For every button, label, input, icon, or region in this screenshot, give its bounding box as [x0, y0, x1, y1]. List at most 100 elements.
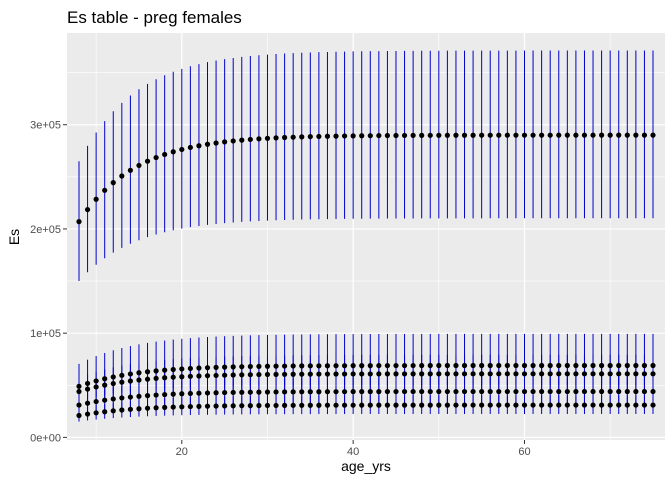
data-point — [641, 388, 648, 395]
data-point — [127, 406, 133, 412]
data-point — [110, 408, 116, 414]
data-point — [239, 364, 245, 370]
data-point — [213, 403, 219, 409]
data-point — [496, 371, 502, 377]
data-point — [76, 219, 82, 225]
data-point — [539, 132, 545, 138]
data-point — [436, 402, 442, 408]
data-point — [350, 133, 356, 139]
data-point — [350, 402, 356, 408]
data-point — [530, 402, 536, 408]
data-point — [401, 402, 408, 408]
data-point — [624, 402, 630, 408]
data-point — [222, 139, 228, 145]
data-point — [384, 132, 391, 139]
data-point — [444, 371, 450, 377]
data-point — [179, 391, 185, 397]
data-point — [384, 362, 391, 369]
data-point — [461, 402, 468, 408]
data-point — [341, 389, 348, 395]
data-point — [247, 403, 253, 409]
data-point — [102, 382, 108, 388]
data-point — [84, 411, 91, 417]
data-point — [341, 402, 348, 408]
data-point — [564, 402, 570, 408]
data-point — [479, 388, 485, 395]
data-point — [530, 132, 536, 138]
data-point — [487, 402, 493, 408]
data-point — [299, 402, 305, 408]
data-point — [616, 371, 622, 377]
data-point — [539, 402, 545, 408]
data-point — [453, 371, 459, 377]
data-point — [170, 366, 176, 373]
data-point — [204, 365, 211, 371]
data-point — [581, 388, 588, 395]
data-point — [359, 133, 365, 139]
data-point — [607, 362, 613, 369]
data-point — [307, 363, 313, 369]
data-point — [521, 371, 528, 377]
data-point — [616, 402, 622, 408]
data-point — [547, 132, 553, 138]
data-point — [187, 403, 193, 410]
x-tick-label: 60 — [518, 446, 530, 458]
data-point — [453, 132, 459, 138]
x-tick-label: 40 — [347, 446, 359, 458]
data-point — [162, 375, 168, 381]
data-point — [650, 388, 656, 395]
data-point — [136, 162, 142, 169]
data-point — [299, 363, 305, 369]
data-point — [222, 403, 228, 409]
data-point — [624, 388, 630, 395]
data-point — [179, 374, 185, 380]
data-point — [127, 394, 133, 400]
data-point — [153, 368, 159, 374]
data-point — [419, 371, 425, 377]
data-point — [93, 398, 99, 405]
data-point — [247, 136, 253, 143]
data-point — [359, 363, 365, 369]
data-point — [556, 388, 562, 395]
data-point — [573, 132, 579, 138]
data-point — [513, 388, 519, 395]
data-point — [384, 371, 391, 377]
data-point — [633, 388, 639, 395]
data-point — [444, 388, 450, 395]
data-point — [539, 371, 545, 377]
data-point — [204, 141, 211, 147]
data-point — [650, 402, 656, 408]
data-point — [393, 371, 399, 377]
data-point — [316, 133, 322, 140]
data-point — [162, 404, 168, 411]
data-point — [564, 362, 570, 369]
data-point — [547, 371, 553, 377]
data-point — [239, 403, 245, 409]
data-point — [496, 388, 502, 395]
data-point — [427, 388, 433, 395]
data-point — [393, 402, 399, 408]
points — [76, 132, 656, 419]
data-point — [359, 402, 365, 408]
data-point — [564, 388, 570, 395]
data-point — [102, 376, 108, 382]
data-point — [444, 402, 450, 408]
data-point — [324, 133, 331, 139]
data-point — [410, 132, 416, 138]
data-point — [556, 371, 562, 377]
data-point — [282, 371, 288, 377]
data-point — [222, 389, 228, 396]
data-point — [427, 371, 433, 377]
data-point — [350, 389, 356, 395]
data-point — [367, 133, 373, 139]
data-point — [521, 388, 528, 395]
data-point — [581, 371, 588, 377]
data-point — [410, 402, 416, 408]
data-point — [84, 206, 91, 213]
data-point — [196, 373, 202, 379]
data-point — [367, 389, 373, 395]
data-point — [470, 132, 476, 138]
data-point — [393, 132, 399, 139]
data-point — [230, 364, 236, 370]
